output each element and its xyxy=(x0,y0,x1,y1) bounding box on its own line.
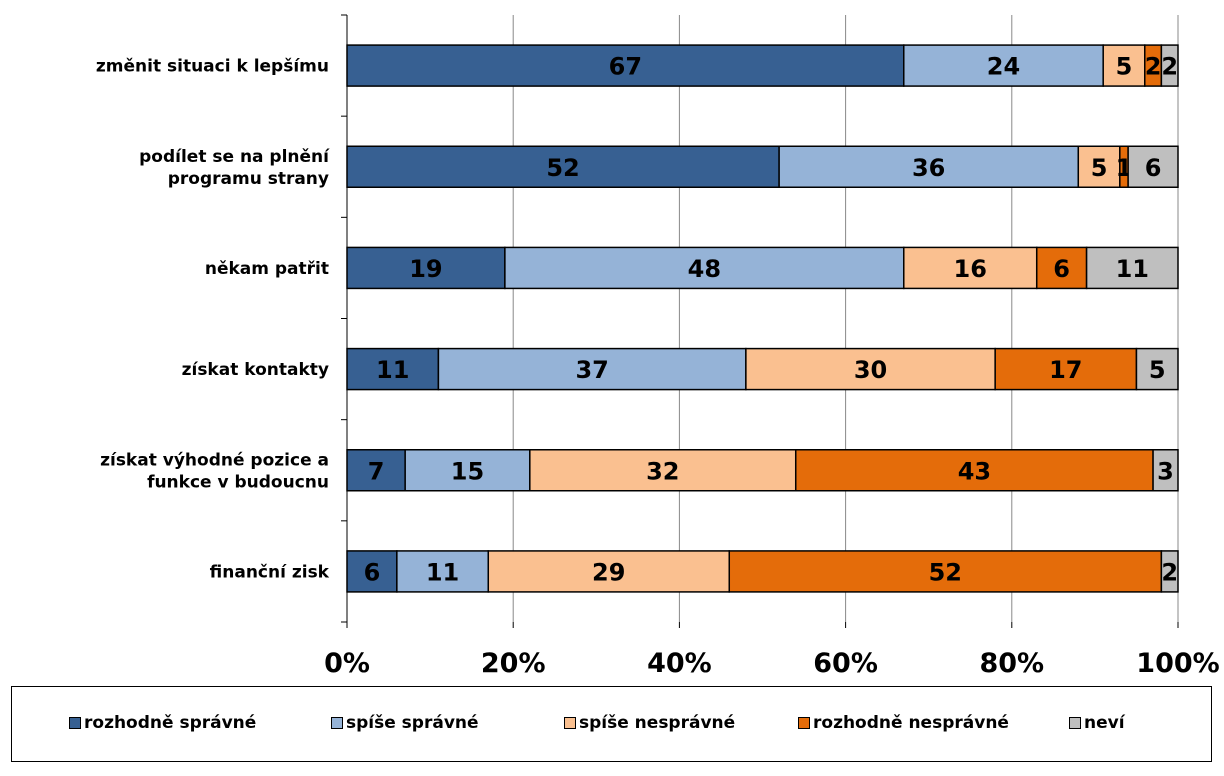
bar-segment xyxy=(1127,145,1179,188)
data-label: 48 xyxy=(688,255,721,283)
legend-item: neví xyxy=(1069,713,1125,733)
data-label: 6 xyxy=(1145,154,1162,182)
data-label: 52 xyxy=(929,558,962,586)
legend: rozhodně správné spíše správné spíše nespr… xyxy=(11,686,1212,762)
data-label: 2 xyxy=(1145,53,1162,81)
bar-segment xyxy=(504,246,905,290)
bar-segment xyxy=(903,44,1104,87)
data-label: 15 xyxy=(451,457,484,485)
data-label: 2 xyxy=(1161,53,1178,81)
legend-label: spíše správné xyxy=(346,713,479,733)
bar-segment xyxy=(437,347,747,391)
data-label: 6 xyxy=(1053,255,1070,283)
legend-label: rozhodně nesprávné xyxy=(813,713,1009,733)
bar-segment xyxy=(1160,44,1179,87)
legend-swatch xyxy=(331,717,343,729)
bar-segment xyxy=(794,449,1154,492)
x-tick-label: 40% xyxy=(647,648,712,679)
data-label: 16 xyxy=(954,255,987,283)
data-label: 30 xyxy=(854,356,887,384)
bar-segment xyxy=(1102,44,1146,87)
bar-segment xyxy=(903,246,1038,290)
data-label: 29 xyxy=(592,558,625,586)
bar-segment xyxy=(1152,449,1179,492)
data-label: 24 xyxy=(987,53,1020,81)
data-label: 67 xyxy=(609,53,642,81)
bar-segment xyxy=(728,550,1163,593)
bar-segment xyxy=(529,449,797,492)
data-label: 6 xyxy=(364,558,381,586)
data-label: 19 xyxy=(409,255,442,283)
category-label: změnit situaci k lepšímu xyxy=(96,57,329,77)
bar-segment xyxy=(346,145,780,188)
data-label: 11 xyxy=(1116,255,1149,283)
legend-swatch xyxy=(1069,717,1081,729)
data-label: 17 xyxy=(1049,356,1082,384)
bar-segment xyxy=(1160,550,1179,593)
bar-segment xyxy=(346,550,398,593)
x-tick-label: 100% xyxy=(1136,648,1219,679)
bar-segment xyxy=(1135,347,1179,391)
category-label: finanční zisk xyxy=(210,562,330,582)
data-label: 5 xyxy=(1116,53,1133,81)
bar-segment xyxy=(346,44,905,87)
legend-item: spíše správné xyxy=(331,713,479,733)
data-label: 2 xyxy=(1161,558,1178,586)
data-label: 7 xyxy=(368,457,385,485)
category-label: programu strany xyxy=(168,169,329,189)
bar-segment xyxy=(1077,145,1121,188)
x-tick-label: 0% xyxy=(324,648,370,679)
legend-item: rozhodně správné xyxy=(69,713,256,733)
category-label: někam patřit xyxy=(205,259,329,279)
category-label: získat výhodné pozice a xyxy=(100,450,329,470)
category-label: podílet se na plnění xyxy=(139,147,330,167)
data-label: 5 xyxy=(1149,356,1166,384)
bar-segment xyxy=(1035,246,1088,290)
bar-segment xyxy=(745,347,996,391)
legend-swatch xyxy=(69,717,81,729)
bar-segment xyxy=(404,449,531,492)
data-label: 11 xyxy=(376,356,409,384)
legend-label: neví xyxy=(1084,713,1125,733)
data-label: 11 xyxy=(426,558,459,586)
x-tick-label: 80% xyxy=(979,648,1044,679)
data-label: 43 xyxy=(958,457,991,485)
bar-segment xyxy=(346,347,440,391)
data-label: 52 xyxy=(546,154,579,182)
data-label: 36 xyxy=(912,154,945,182)
data-label: 5 xyxy=(1091,154,1108,182)
data-label: 32 xyxy=(646,457,679,485)
category-label: funkce v budoucnu xyxy=(147,472,329,492)
bar-segment xyxy=(994,347,1138,391)
legend-swatch xyxy=(564,717,576,729)
legend-label: spíše nesprávné xyxy=(579,713,736,733)
bar-segment xyxy=(1085,246,1179,290)
data-label: 3 xyxy=(1157,457,1174,485)
legend-label: rozhodně správné xyxy=(84,713,257,733)
x-tick-label: 20% xyxy=(481,648,546,679)
data-label: 37 xyxy=(575,356,608,384)
bar-segment xyxy=(487,550,731,593)
category-label: získat kontakty xyxy=(182,360,329,380)
legend-item: spíše nesprávné xyxy=(564,713,735,733)
x-tick-label: 60% xyxy=(813,648,878,679)
legend-item: rozhodně nesprávné xyxy=(798,713,1009,733)
legend-swatch xyxy=(798,717,810,729)
bar-segment xyxy=(346,449,406,492)
bar-segment xyxy=(346,246,506,290)
